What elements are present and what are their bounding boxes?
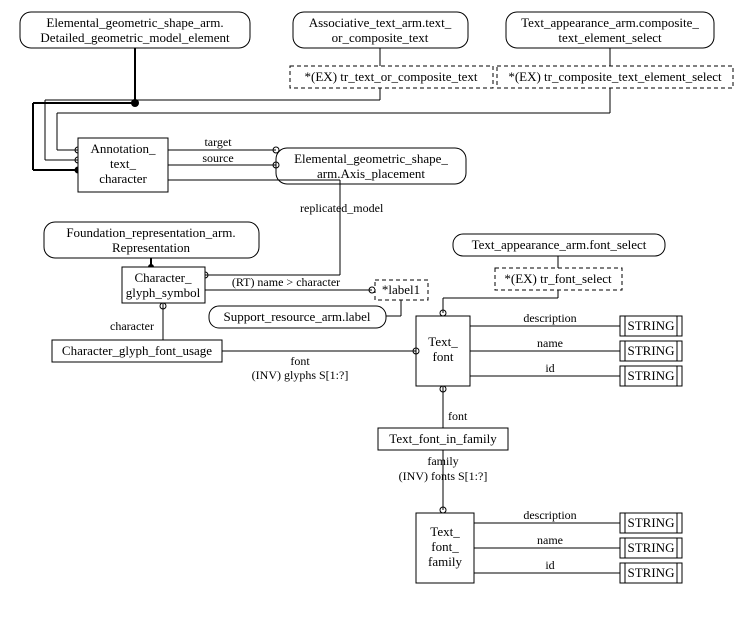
annot-l3: character: [99, 171, 147, 186]
inv-glyphs-label: (INV) glyphs S[1:?]: [252, 368, 349, 382]
font-label-2: font: [448, 409, 468, 423]
elemental-geo-l2: Detailed_geometric_model_element: [40, 30, 230, 45]
svg-text:STRING: STRING: [628, 368, 675, 383]
tff-l1: Text_: [430, 524, 460, 539]
target-label: target: [204, 135, 232, 149]
cglyph-l2: glyph_symbol: [126, 285, 201, 300]
svg-text:STRING: STRING: [628, 318, 675, 333]
source-label: source: [202, 151, 233, 165]
tff-l3: family: [428, 554, 462, 569]
string-box-6: STRING: [620, 563, 682, 583]
found-l2: Representation: [112, 240, 190, 255]
found-l1: Foundation_representation_arm.: [66, 225, 235, 240]
replicated-label: replicated_model: [300, 201, 384, 215]
string-box-3: STRING: [620, 366, 682, 386]
associative-l1: Associative_text_arm.text_: [309, 15, 452, 30]
ta-compsel-l1: Text_appearance_arm.composite_: [521, 15, 699, 30]
svg-text:STRING: STRING: [628, 515, 675, 530]
tfif-text: Text_font_in_family: [389, 431, 497, 446]
tff-desc-label: description: [523, 508, 576, 522]
character-label: character: [110, 319, 154, 333]
svg-text:STRING: STRING: [628, 565, 675, 580]
font-label: font: [290, 354, 310, 368]
text-font-l1: Text_: [428, 334, 458, 349]
annot-l1: Annotation_: [91, 141, 156, 156]
elemental-geo-l1: Elemental_geometric_shape_arm.: [46, 15, 223, 30]
axis-l2: arm.Axis_placement: [317, 166, 425, 181]
string-box-4: STRING: [620, 513, 682, 533]
text-font-l2: font: [433, 349, 454, 364]
string-box-2: STRING: [620, 341, 682, 361]
support-text: Support_resource_arm.label: [224, 309, 371, 324]
tff-name-label: name: [537, 533, 563, 547]
svg-text:STRING: STRING: [628, 540, 675, 555]
tf-id-label: id: [545, 361, 554, 375]
ex2-text: *(EX) tr_composite_text_element_select: [508, 69, 722, 84]
rt-name-label: (RT) name > character: [232, 275, 340, 289]
ta-fontsel-text: Text_appearance_arm.font_select: [472, 237, 647, 252]
ex1-text: *(EX) tr_text_or_composite_text: [305, 69, 478, 84]
annot-l2: text_: [110, 156, 136, 171]
family-label: family: [427, 454, 458, 468]
ex3-text: *(EX) tr_font_select: [504, 271, 612, 286]
tf-name-label: name: [537, 336, 563, 350]
tf-desc-label: description: [523, 311, 576, 325]
cgfu-text: Character_glyph_font_usage: [62, 343, 212, 358]
ta-compsel-l2: text_element_select: [558, 30, 662, 45]
tff-l2: font_: [431, 539, 459, 554]
string-box-5: STRING: [620, 538, 682, 558]
axis-l1: Elemental_geometric_shape_: [294, 151, 448, 166]
associative-l2: or_composite_text: [332, 30, 429, 45]
tff-id-label: id: [545, 558, 554, 572]
cglyph-l1: Character_: [134, 270, 192, 285]
svg-text:STRING: STRING: [628, 343, 675, 358]
label1-text: *label1: [382, 282, 420, 297]
string-box-1: STRING: [620, 316, 682, 336]
inv-fonts-label: (INV) fonts S[1:?]: [399, 469, 488, 483]
